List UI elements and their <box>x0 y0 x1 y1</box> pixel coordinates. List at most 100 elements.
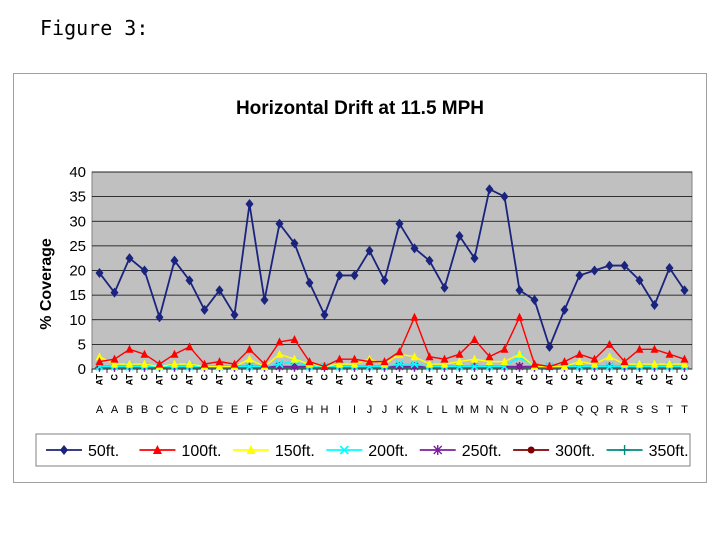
legend-entry: 150ft. <box>232 443 315 460</box>
data-point <box>275 349 284 358</box>
data-point <box>433 445 443 455</box>
data-point <box>440 354 449 363</box>
data-point <box>619 445 630 455</box>
data-point <box>590 265 599 276</box>
x-sub-label: AT <box>455 374 465 386</box>
y-tick-label: 30 <box>69 213 86 230</box>
x-category-label: R <box>606 404 614 416</box>
y-tick-label: 25 <box>69 238 86 255</box>
data-point <box>200 304 209 315</box>
x-category-label: F <box>261 404 268 416</box>
x-sub-label: C <box>230 374 240 381</box>
x-sub-label: AT <box>335 374 345 386</box>
data-point <box>605 260 614 271</box>
x-sub-label: C <box>350 374 360 381</box>
x-sub-label: C <box>590 374 600 381</box>
data-point <box>410 243 419 254</box>
data-point <box>515 362 524 372</box>
data-point <box>680 359 689 368</box>
legend-entry: 350ft. <box>606 443 689 460</box>
legend-entry: 250ft. <box>419 443 502 460</box>
data-point <box>410 312 419 321</box>
data-point <box>560 362 569 371</box>
x-category-label: D <box>201 404 209 416</box>
x-category-label: J <box>367 404 373 416</box>
x-category-label: G <box>275 404 284 416</box>
x-category-label: A <box>111 404 119 416</box>
data-point <box>635 344 644 353</box>
x-sub-label: C <box>290 374 300 381</box>
x-category-label: B <box>141 404 148 416</box>
chart-frame: Horizontal Drift at 11.5 MPH % Coverage … <box>13 73 707 483</box>
data-point <box>515 285 524 296</box>
x-category-label: I <box>338 404 341 416</box>
x-category-label: N <box>486 404 494 416</box>
data-point <box>245 199 254 210</box>
x-category-label: L <box>426 404 432 416</box>
data-point <box>275 218 284 229</box>
x-category-label: H <box>306 404 314 416</box>
series-line <box>99 355 685 368</box>
drift-line-chart: Horizontal Drift at 11.5 MPH % Coverage … <box>35 98 693 467</box>
data-point <box>425 255 434 266</box>
data-point <box>620 260 629 271</box>
plot-area: 0510152025303540ATACAATBCBATCCCATDCDATEC… <box>69 164 693 416</box>
x-category-label: E <box>231 404 238 416</box>
x-category-label: R <box>621 404 629 416</box>
data-point <box>245 354 254 363</box>
data-point <box>485 352 494 361</box>
data-point <box>110 354 119 363</box>
data-point <box>380 275 389 286</box>
data-point <box>185 275 194 286</box>
legend: 50ft. 100ft. 150ft. 200ft. 250ft. 300ft. 350ft… <box>35 433 691 467</box>
data-point <box>365 357 374 366</box>
data-point <box>545 362 554 371</box>
x-category-label: Q <box>575 404 584 416</box>
data-point <box>575 357 584 366</box>
data-point <box>275 337 284 346</box>
data-point <box>335 354 344 363</box>
series-line <box>98 187 686 350</box>
legend-label: 300ft. <box>555 443 595 460</box>
x-category-label: P <box>546 404 553 416</box>
data-point <box>545 341 554 352</box>
x-category-label: S <box>651 404 658 416</box>
data-point <box>335 270 344 281</box>
x-category-label: J <box>382 404 388 416</box>
data-point <box>140 349 149 358</box>
data-point <box>380 357 389 366</box>
data-point <box>650 359 659 368</box>
x-sub-label: C <box>140 374 150 381</box>
x-sub-label: AT <box>575 374 585 386</box>
x-sub-label: C <box>320 374 330 381</box>
x-sub-label: C <box>620 374 630 381</box>
legend-label: 350ft. <box>649 443 689 460</box>
data-point <box>215 362 224 371</box>
x-sub-label: AT <box>635 374 645 386</box>
series-line <box>99 315 685 368</box>
data-point <box>425 352 434 361</box>
data-point <box>590 359 599 368</box>
data-point <box>680 354 689 363</box>
data-point <box>410 360 419 369</box>
data-point <box>95 267 104 278</box>
data-point <box>215 357 224 366</box>
x-category-label: T <box>666 404 673 416</box>
x-category-label: L <box>441 404 447 416</box>
data-point <box>140 265 149 276</box>
data-point <box>290 334 299 343</box>
data-point <box>60 445 68 455</box>
data-point <box>260 359 269 368</box>
x-category-label: K <box>411 404 419 416</box>
data-point <box>152 445 162 454</box>
data-point <box>290 238 299 249</box>
legend-entry: 50ft. <box>46 443 119 460</box>
x-sub-label: AT <box>185 374 195 386</box>
x-sub-label: C <box>500 374 510 381</box>
x-category-label: O <box>530 404 539 416</box>
data-point <box>515 312 524 321</box>
data-point <box>275 360 284 369</box>
data-point <box>530 295 539 306</box>
x-sub-label: AT <box>665 374 675 386</box>
x-sub-label: AT <box>515 374 525 386</box>
